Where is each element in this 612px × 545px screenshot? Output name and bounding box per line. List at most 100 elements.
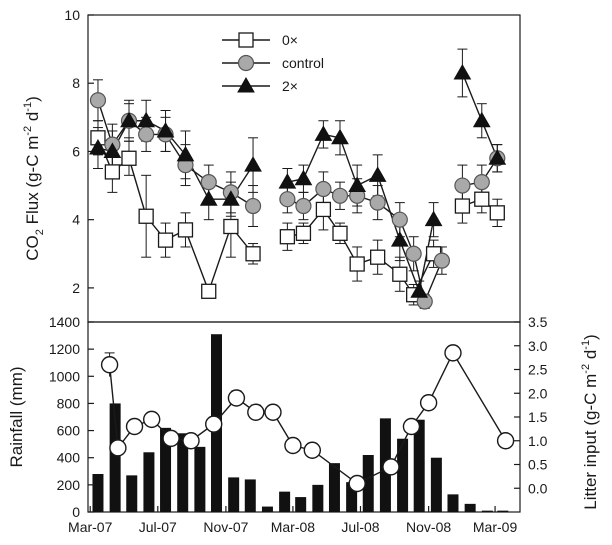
date-x-axis: Mar-07 Jul-07 Nov-07 Mar-08 Jul-08 Nov-08 Mar-… — [68, 506, 517, 535]
litter-point — [303, 441, 322, 459]
data-point — [331, 187, 349, 204]
data-point — [120, 111, 138, 128]
data-point — [369, 194, 386, 211]
data-point — [349, 256, 365, 272]
data-point — [454, 198, 471, 214]
data-point — [368, 166, 387, 182]
rainfall-bar — [295, 497, 307, 512]
litter-point — [109, 439, 127, 457]
rainfall-bar — [447, 494, 459, 512]
data-point — [104, 164, 121, 180]
rainfall-bar — [430, 457, 442, 512]
series-1 — [92, 79, 503, 309]
litter-point — [142, 410, 161, 429]
data-point — [137, 111, 156, 128]
data-point — [331, 128, 349, 145]
data-point — [315, 201, 332, 218]
data-point — [370, 249, 386, 265]
rainfall-bar — [92, 474, 104, 512]
litter-y-tick-label: 0.0 — [528, 480, 548, 496]
data-point — [433, 252, 451, 269]
data-point — [489, 205, 505, 221]
data-point — [89, 92, 107, 109]
rainfall-bar — [328, 463, 340, 512]
litter-point — [182, 432, 200, 450]
legend-marker — [238, 32, 254, 48]
date-x-tick-label: Nov-07 — [203, 519, 248, 535]
flux-y-tick-label: 6 — [72, 143, 80, 159]
legend-label: 0× — [282, 32, 298, 48]
litter-input-series — [100, 344, 515, 493]
litter-point — [444, 344, 462, 362]
rainfall-bar — [126, 475, 138, 512]
date-x-tick-label: Mar-07 — [68, 519, 113, 535]
rainfall-bar — [413, 419, 425, 512]
data-point — [279, 191, 296, 208]
data-point — [138, 208, 154, 224]
legend: 0× control 2× — [222, 32, 324, 94]
legend-marker — [237, 76, 255, 93]
rainfall-bar — [312, 484, 324, 512]
data-point — [89, 139, 107, 155]
rainfall-bar — [481, 510, 493, 512]
rainfall-bar — [228, 477, 240, 512]
date-x-tick-label: Jul-08 — [341, 519, 379, 535]
rainfall-y-axis: 0 200 400 600 800 1000 1200 1400 — [49, 314, 94, 520]
litter-y-tick-label: 1.5 — [528, 409, 548, 425]
co2-flux-y-axis-title: CO2 Flux (g-C m-2 d-1) — [22, 96, 46, 261]
data-point — [244, 156, 262, 172]
date-x-tick-label: Jul-07 — [139, 519, 177, 535]
data-point — [453, 63, 472, 80]
rainfall-y-tick-label: 800 — [57, 395, 81, 411]
rainfall-bar — [279, 491, 291, 512]
data-point — [295, 225, 312, 241]
data-point — [200, 174, 217, 191]
rainfall-y-tick-label: 400 — [57, 450, 81, 466]
co2-flux-panel: 2 4 6 8 10 CO2 Flux (g-C m-2 d-1) 0× control 2… — [22, 7, 521, 323]
litter-y-tick-label: 1.0 — [528, 433, 548, 449]
rainfall-bar — [497, 510, 509, 512]
date-x-tick-label: Mar-08 — [271, 519, 316, 535]
date-x-tick-label: Mar-09 — [473, 519, 518, 535]
litter-point — [227, 389, 246, 407]
rainfall-y-axis-title: Rainfall (mm) — [7, 366, 26, 467]
data-point — [424, 210, 443, 227]
rainfall-bar — [244, 479, 256, 512]
litter-y-tick-label: 2.0 — [528, 385, 548, 401]
data-point — [391, 211, 408, 228]
rainfall-bar — [362, 455, 374, 512]
data-point — [473, 174, 490, 191]
litter-y-tick-label: 2.5 — [528, 362, 548, 378]
rainfall-y-tick-label: 0 — [72, 504, 80, 520]
rainfall-bar — [109, 403, 121, 512]
litter-y-axis-title: Litter input (g-C m-2 d-1) — [580, 334, 600, 509]
data-point — [279, 229, 296, 245]
data-point — [201, 283, 217, 299]
data-point — [245, 246, 261, 262]
co2-flux-y-axis: 2 4 6 8 10 — [64, 7, 94, 296]
litter-y-tick-label: 3.0 — [528, 338, 548, 354]
flux-y-tick-label: 2 — [72, 280, 80, 296]
data-point — [199, 190, 218, 206]
flux-y-tick-label: 4 — [72, 212, 80, 228]
series-line — [287, 188, 443, 304]
data-point — [392, 266, 408, 282]
data-point — [295, 197, 312, 215]
data-point — [121, 150, 137, 166]
data-point — [348, 176, 367, 193]
data-point — [103, 142, 122, 158]
rainfall-bar — [464, 503, 476, 512]
rainfall-y-tick-label: 600 — [57, 423, 81, 439]
data-point — [278, 173, 297, 189]
litter-y-tick-label: 0.5 — [528, 457, 548, 473]
data-point — [223, 218, 239, 235]
rainfall-bar — [177, 433, 189, 512]
data-point — [177, 222, 194, 238]
data-point — [488, 149, 507, 165]
data-point — [454, 177, 471, 194]
rainfall-litter-panel: 0 200 400 600 800 1000 1200 1400 0.0 0.5 1.0 1.5 2.… — [7, 314, 600, 535]
legend-label: 2× — [282, 78, 298, 94]
rainfall-y-tick-label: 1000 — [49, 368, 80, 384]
